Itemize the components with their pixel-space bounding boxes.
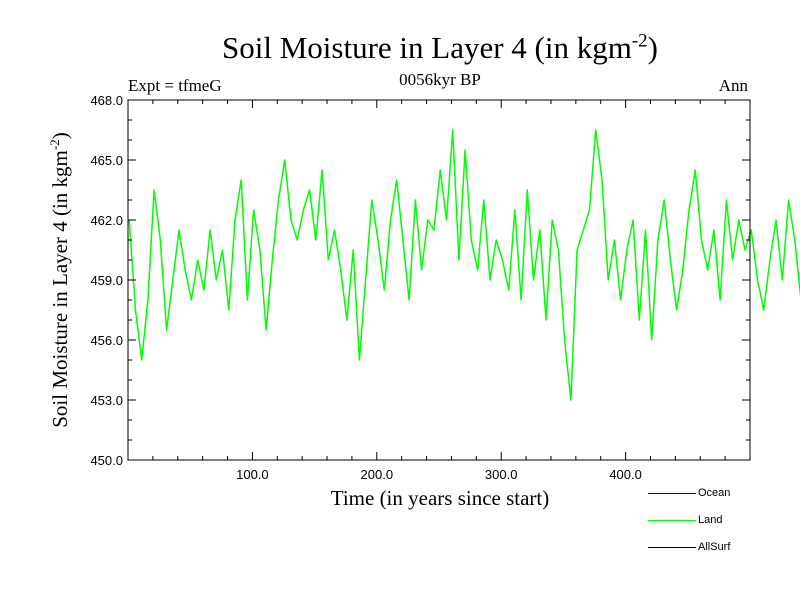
series-line-land bbox=[128, 129, 800, 401]
y-tick-label: 465.0 bbox=[90, 153, 123, 168]
x-tick-label: 100.0 bbox=[236, 467, 269, 482]
plot-frame bbox=[127, 99, 751, 461]
experiment-label: Expt = tfmeG bbox=[128, 76, 222, 95]
legend-item-ocean: Ocean bbox=[648, 487, 730, 499]
legend-item-land: Land bbox=[648, 514, 722, 526]
x-tick-label: 300.0 bbox=[485, 467, 518, 482]
y-tick-label: 450.0 bbox=[90, 453, 123, 468]
x-tick-label: 200.0 bbox=[361, 467, 394, 482]
legend-item-allsurf: AllSurf bbox=[648, 541, 730, 553]
legend-line-ocean bbox=[648, 492, 696, 494]
y-tick-label: 456.0 bbox=[90, 333, 123, 348]
period-label: 0056kyr BP bbox=[399, 70, 481, 89]
y-tick-label: 462.0 bbox=[90, 213, 123, 228]
y-tick-label: 453.0 bbox=[90, 393, 123, 408]
y-tick-label: 468.0 bbox=[90, 93, 123, 108]
chart-title: Soil Moisture in Layer 4 (in kgm-2) bbox=[222, 30, 658, 65]
x-axis-label: Time (in years since start) bbox=[330, 486, 550, 510]
season-label: Ann bbox=[718, 76, 748, 95]
x-tick-label: 400.0 bbox=[609, 467, 642, 482]
legend-line-land bbox=[648, 519, 696, 521]
y-tick-label: 459.0 bbox=[90, 273, 123, 288]
legend-line-allsurf bbox=[648, 546, 696, 548]
